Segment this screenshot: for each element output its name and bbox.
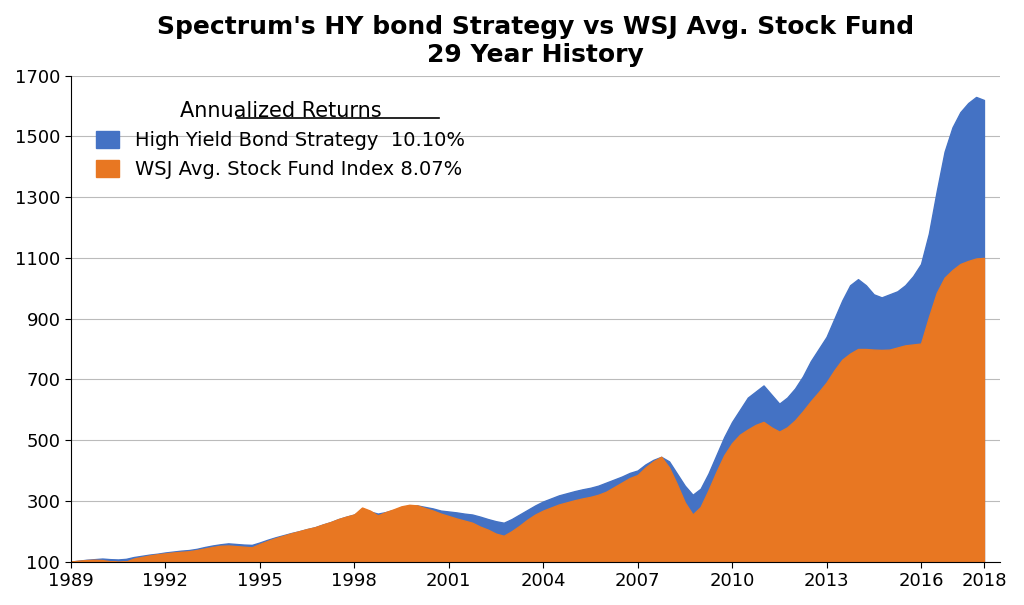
Legend: High Yield Bond Strategy  10.10%, WSJ Avg. Stock Fund Index 8.07%: High Yield Bond Strategy 10.10%, WSJ Avg… bbox=[81, 85, 480, 195]
Title: Spectrum's HY bond Strategy vs WSJ Avg. Stock Fund
29 Year History: Spectrum's HY bond Strategy vs WSJ Avg. … bbox=[157, 15, 913, 67]
